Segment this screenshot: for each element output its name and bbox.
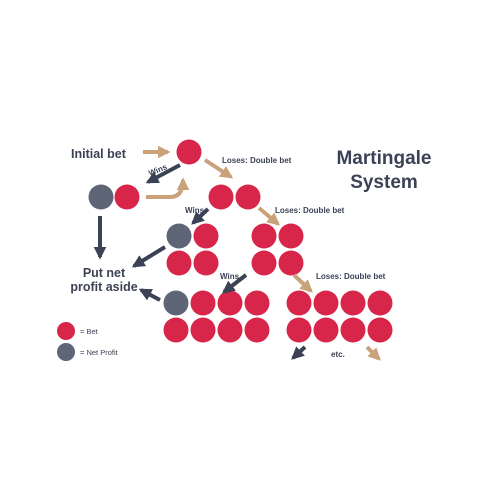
bet-chip <box>176 139 202 165</box>
legend-bet-chip-icon <box>57 322 75 340</box>
net-profit-chip <box>163 290 189 316</box>
bet-chip <box>340 317 366 343</box>
bet-chip <box>163 317 189 343</box>
wins-arrow-2 <box>191 207 210 225</box>
diagram-title-line1: Martingale <box>336 148 431 169</box>
legend-net-profit-label: = Net Profit <box>80 348 119 357</box>
bet-chip <box>367 317 393 343</box>
bet-chip <box>251 223 277 249</box>
bet-chip <box>114 184 140 210</box>
legend-net-profit-chip-icon <box>57 343 75 361</box>
put-net-label-line2: profit aside <box>70 280 137 294</box>
bet-chip <box>190 317 216 343</box>
bet-chip <box>313 290 339 316</box>
loses-label-3: Loses: Double bet <box>316 272 386 281</box>
bet-chip <box>217 290 243 316</box>
bet-chip <box>244 317 270 343</box>
arrow-group <box>93 145 381 361</box>
bet-chip <box>286 317 312 343</box>
bet-chip <box>244 290 270 316</box>
wins-label-2: Wins <box>185 206 205 215</box>
etc-loses-arrow <box>365 345 381 361</box>
bet-chip <box>340 290 366 316</box>
return-bet-arrow <box>146 177 190 199</box>
bet-chip <box>313 317 339 343</box>
diagram-title-line2: System <box>350 172 418 193</box>
chip-group <box>88 139 393 343</box>
bet-chip <box>235 184 261 210</box>
loses-arrow-3 <box>292 273 313 293</box>
initial-bet-label: Initial bet <box>71 147 127 161</box>
loses-arrow-2 <box>257 206 280 226</box>
bet-chip <box>193 250 219 276</box>
wins-label-3: Wins <box>220 272 240 281</box>
bet-chip <box>278 250 304 276</box>
bet-chip <box>190 290 216 316</box>
etc-wins-arrow <box>291 345 307 360</box>
legend-bet-label: = Bet <box>80 327 99 336</box>
etc-label: etc. <box>331 350 345 359</box>
bet-chip <box>286 290 312 316</box>
bet-chip <box>251 250 277 276</box>
wins-arrow-3 <box>221 273 248 294</box>
bet-chip <box>193 223 219 249</box>
bet-chip <box>166 250 192 276</box>
bet-chip <box>367 290 393 316</box>
profit-aside-arrow-2 <box>131 245 167 268</box>
profit-aside-arrow-3 <box>138 288 161 302</box>
put-net-label-line1: Put net <box>83 266 126 280</box>
loses-arrow-1 <box>203 158 234 179</box>
net-profit-chip <box>88 184 114 210</box>
bet-chip <box>208 184 234 210</box>
net-profit-chip <box>166 223 192 249</box>
bet-chip <box>217 317 243 343</box>
loses-label-1: Loses: Double bet <box>222 156 292 165</box>
loses-label-2: Loses: Double bet <box>275 206 345 215</box>
wins-arrow-1 <box>145 163 181 184</box>
bet-chip <box>278 223 304 249</box>
